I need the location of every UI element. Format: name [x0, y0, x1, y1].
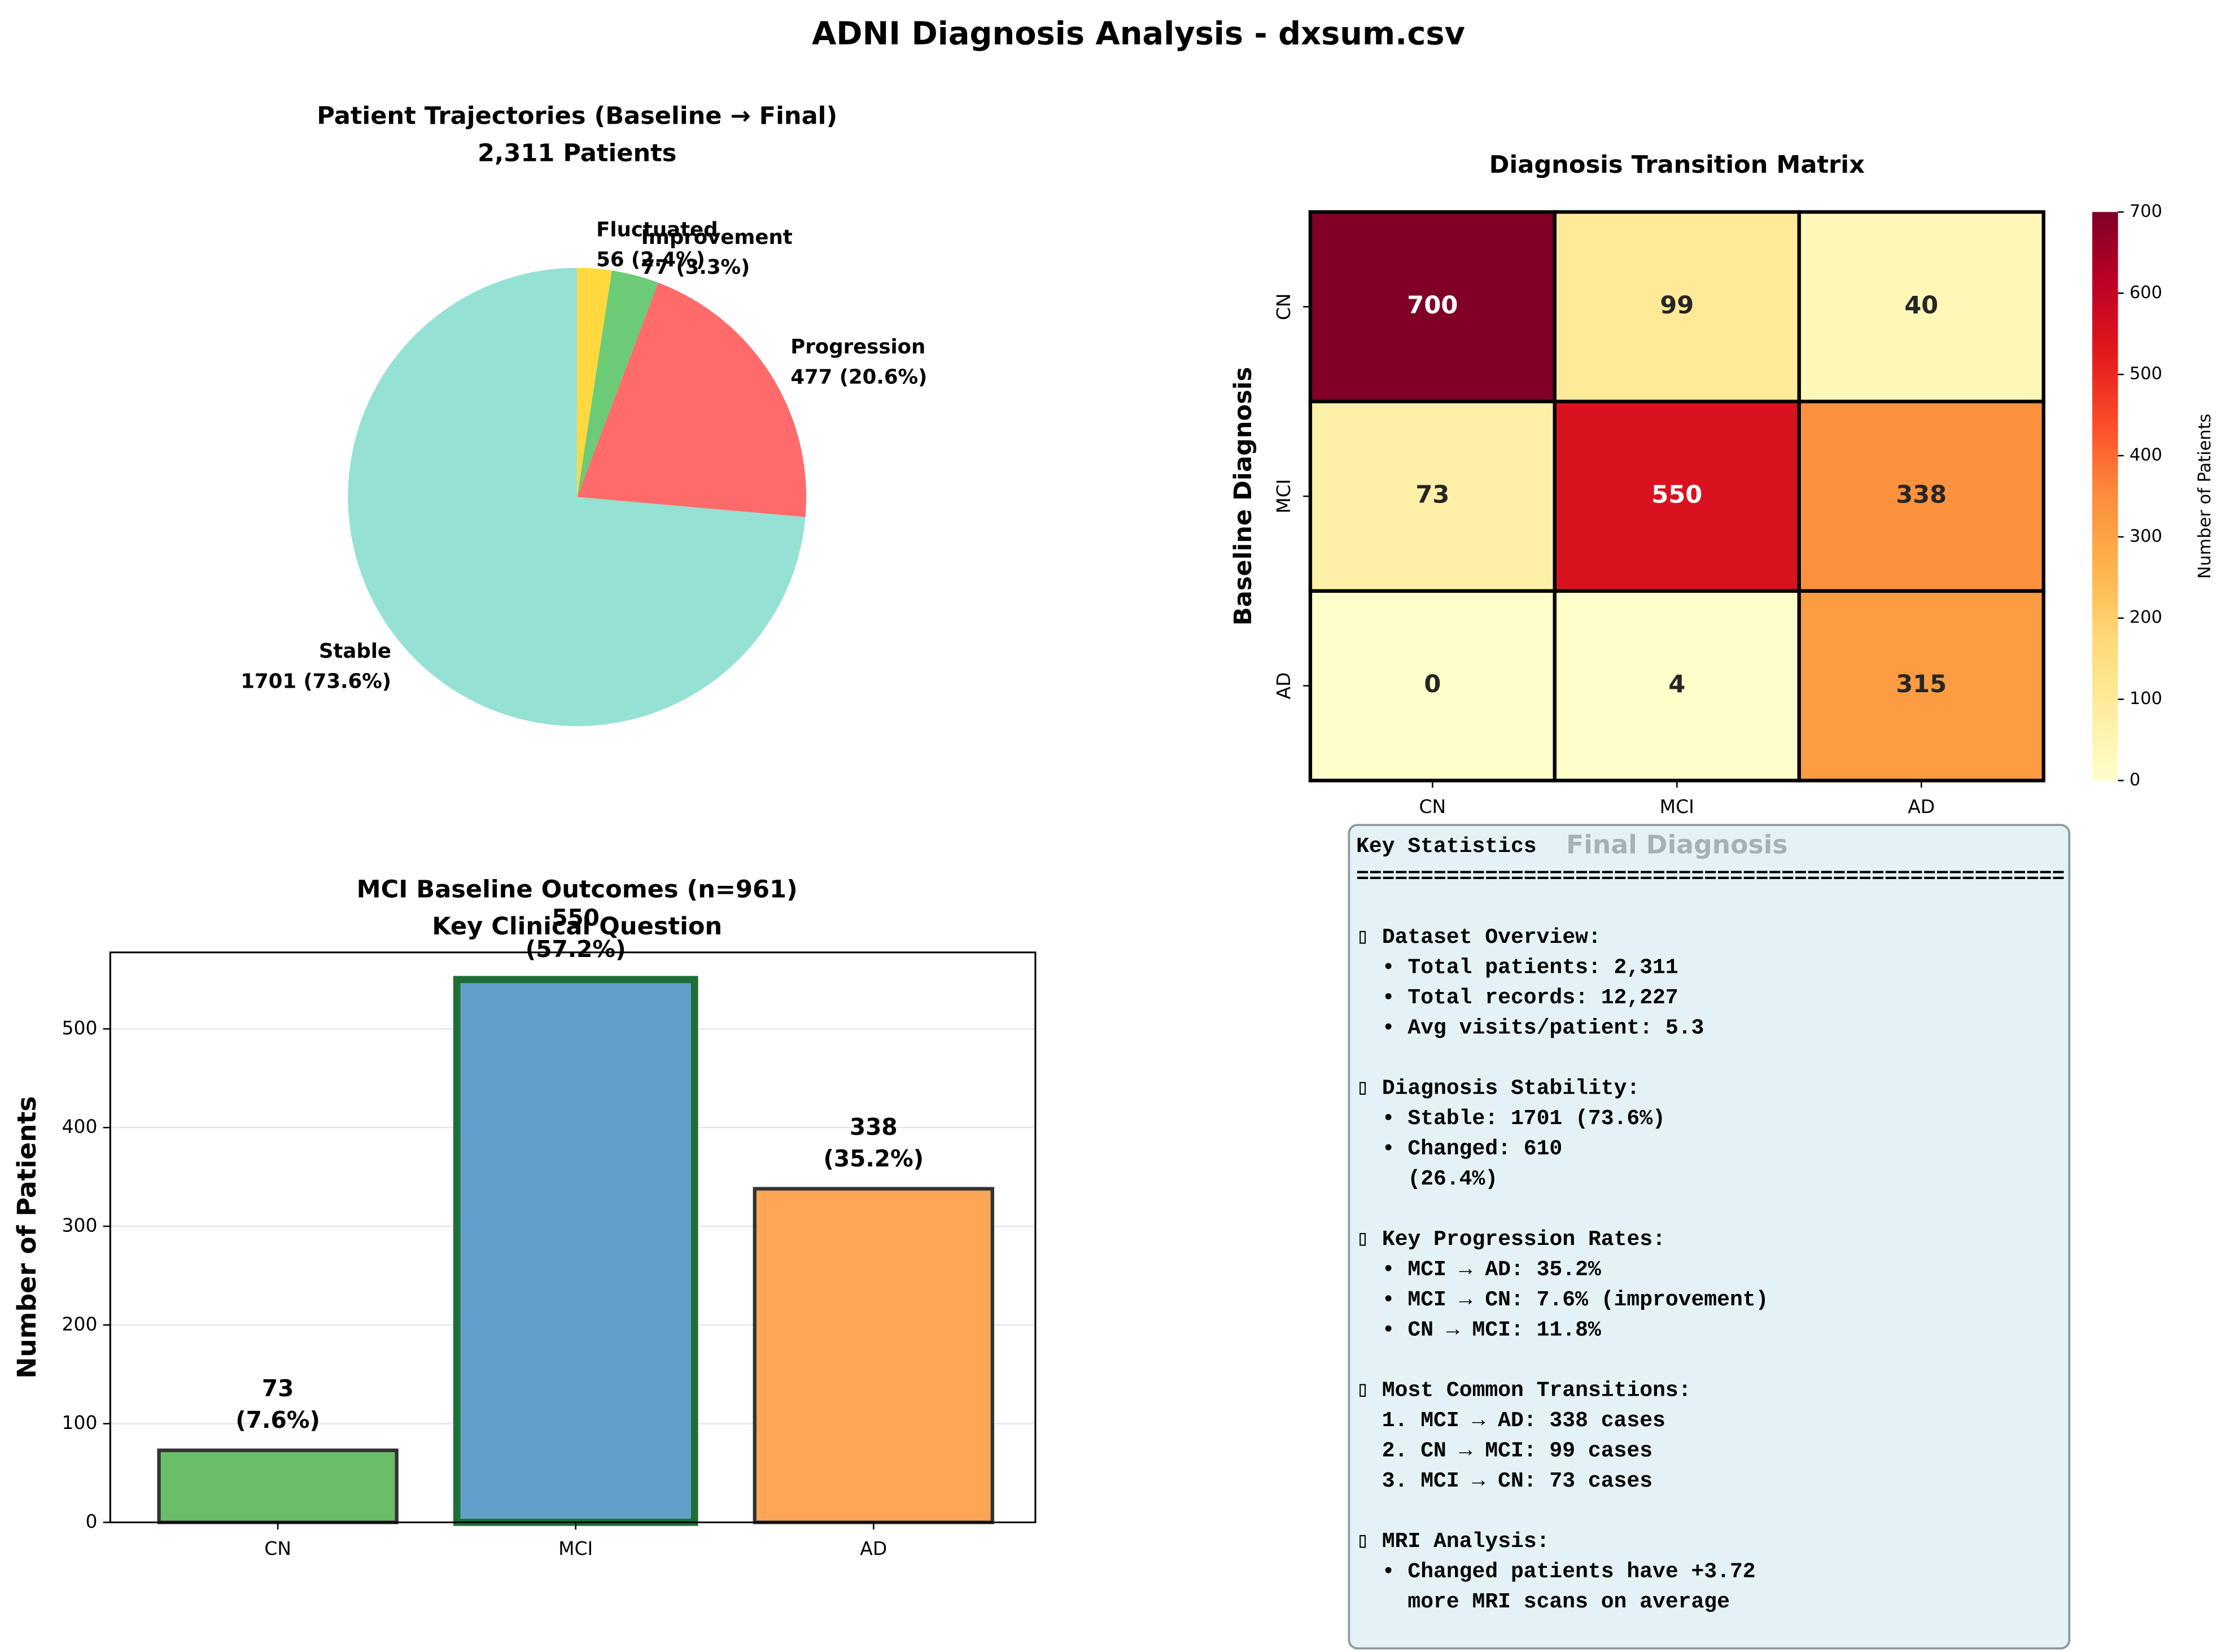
y-tick-label: 500 — [62, 1017, 98, 1039]
stats-section-title: ▯ Key Progression Rates: — [1356, 1227, 1665, 1252]
cell-value-label: 338 — [1896, 480, 1947, 509]
x-tick-label: CN — [264, 1537, 291, 1559]
slice-label: Improvement — [641, 226, 793, 249]
stats-section-title: ▯ Diagnosis Stability: — [1356, 1076, 1640, 1100]
colorbar-tick-label: 400 — [2130, 445, 2162, 465]
chart-title: MCI Baseline Outcomes (n=961) — [357, 875, 798, 903]
slice-value-label: 477 (20.6%) — [790, 365, 927, 388]
heatmap-cell — [1553, 399, 1801, 593]
colorbar-tick-label: 200 — [2130, 608, 2162, 627]
stats-line: • MCI → AD: 35.2% — [1356, 1257, 1601, 1282]
slice-value-label: 56 (2.4%) — [596, 248, 705, 272]
stats-section-title: ▯ Dataset Overview: — [1356, 925, 1601, 950]
colorbar-tick-label: 600 — [2130, 283, 2162, 303]
cell-value-label: 99 — [1660, 291, 1694, 320]
colorbar-tick-label: 500 — [2130, 364, 2162, 384]
x-tick-label: AD — [1908, 796, 1935, 818]
y-axis-label: Number of Patients — [12, 1096, 42, 1378]
stats-section-title: ▯ Most Common Transitions: — [1356, 1379, 1691, 1403]
colorbar-tick-label: 0 — [2130, 770, 2140, 790]
axes-frame — [109, 951, 1037, 1523]
x-tick-label: AD — [860, 1537, 887, 1559]
slice-value-label: 1701 (73.6%) — [241, 670, 391, 693]
stats-line: • CN → MCI: 11.8% — [1356, 1318, 1601, 1343]
cell-value-label: 0 — [1424, 670, 1441, 698]
stats-line: • Total patients: 2,311 — [1356, 955, 1678, 980]
stats-box — [1348, 824, 2071, 1650]
y-tick-label: 300 — [62, 1214, 98, 1236]
stats-line: 3. MCI → CN: 73 cases — [1356, 1469, 1652, 1493]
bar-value-label: 338 (35.2%) — [823, 1113, 924, 1172]
stats-line: • MCI → CN: 7.6% (improvement) — [1356, 1288, 1768, 1312]
y-tick-label: CN — [1273, 293, 1295, 320]
chart-subtitle: Key Clinical Question — [432, 912, 722, 941]
stats-line: 1. MCI → AD: 338 cases — [1356, 1409, 1665, 1433]
chart-subtitle: 2,311 Patients — [478, 139, 676, 167]
cell-value-label: 700 — [1407, 291, 1458, 320]
bar — [753, 1187, 994, 1524]
y-tick-label: 400 — [62, 1116, 98, 1138]
cell-value-label: 4 — [1668, 670, 1685, 698]
pie-slice — [577, 282, 807, 517]
y-tick-label: AD — [1273, 672, 1295, 700]
bar-value-label: 73 (7.6%) — [235, 1375, 320, 1434]
slice-value-label: 77 (3.3%) — [641, 256, 750, 279]
slice-label: Progression — [790, 335, 925, 359]
y-tick-label: 200 — [62, 1313, 98, 1335]
y-axis-label: Baseline Diagnosis — [1229, 367, 1257, 626]
stats-heading: Key Statistics — [1356, 834, 1537, 859]
stats-line: (26.4%) — [1356, 1167, 1498, 1191]
stats-line: more MRI scans on average — [1356, 1590, 1730, 1614]
colorbar-label: Number of Patients — [2195, 414, 2215, 579]
slice-label: Stable — [319, 640, 391, 663]
stats-section-title: ▯ MRI Analysis: — [1356, 1529, 1549, 1554]
cell-value-label: 73 — [1415, 480, 1449, 509]
colorbar-tick-label: 100 — [2130, 689, 2162, 709]
stats-line: • Changed patients have +3.72 — [1356, 1560, 1756, 1584]
colorbar — [2092, 212, 2118, 781]
chart-title: Diagnosis Transition Matrix — [1489, 151, 1865, 179]
cell-value-label: 550 — [1651, 480, 1702, 509]
y-tick-label: MCI — [1273, 479, 1295, 513]
stats-line: • Changed: 610 — [1356, 1137, 1562, 1161]
cell-value-label: 40 — [1904, 291, 1938, 320]
pie-slice — [577, 268, 612, 497]
y-tick-label: 0 — [86, 1510, 98, 1532]
pie-slice — [348, 268, 806, 727]
y-tick-label: 100 — [62, 1411, 98, 1434]
chart-title: Patient Trajectories (Baseline → Final) — [317, 102, 837, 130]
stats-line: • Total records: 12,227 — [1356, 986, 1678, 1010]
stats-line: • Avg visits/patient: 5.3 — [1356, 1016, 1704, 1040]
heatmap-cell — [1797, 589, 2045, 783]
figure-title: ADNI Diagnosis Analysis - dxsum.csv — [812, 16, 1465, 53]
stats-line: • Stable: 1701 (73.6%) — [1356, 1107, 1665, 1131]
bar-value-label: 550 (57.2%) — [526, 904, 626, 963]
heatmap-cell — [1308, 399, 1557, 593]
slice-label: Fluctuated — [596, 218, 718, 241]
cell-value-label: 315 — [1896, 670, 1947, 698]
colorbar-tick-label: 300 — [2130, 526, 2162, 546]
heatmap-cell — [1553, 210, 1801, 404]
pie-slice — [577, 270, 658, 497]
x-tick-label: MCI — [558, 1537, 593, 1559]
x-tick-label: MCI — [1660, 796, 1694, 818]
stats-line: 2. CN → MCI: 99 cases — [1356, 1439, 1652, 1463]
x-tick-label: CN — [1419, 796, 1446, 818]
stats-rule: ========================================… — [1356, 865, 2065, 889]
bar — [453, 976, 698, 1526]
bar — [157, 1448, 399, 1524]
colorbar-tick-label: 700 — [2130, 202, 2162, 221]
